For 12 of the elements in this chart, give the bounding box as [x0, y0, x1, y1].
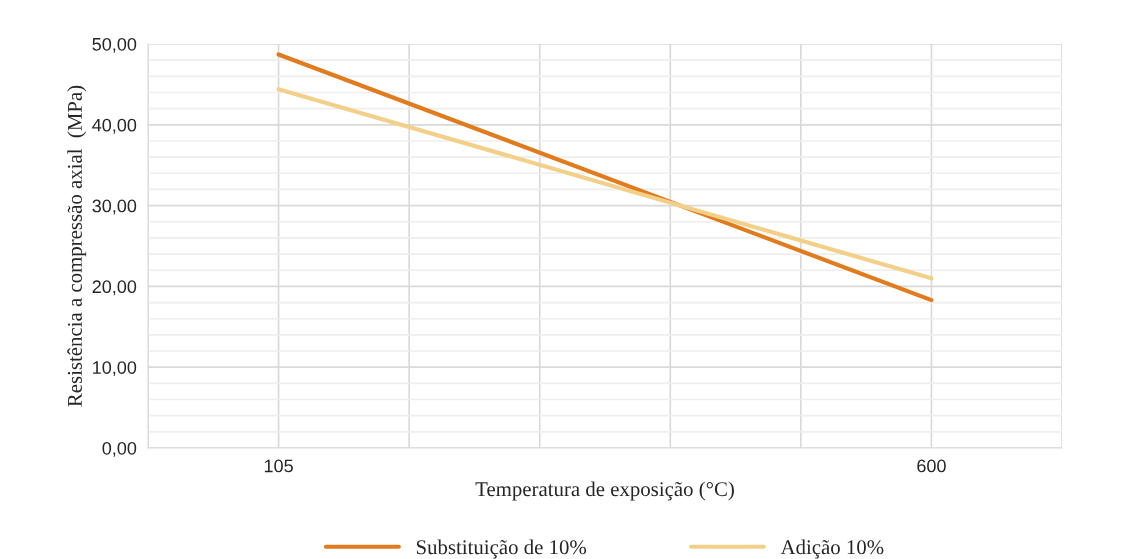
y-tick-label: 30,00 — [92, 199, 137, 215]
x-tick-label: 600 — [917, 459, 946, 473]
legend-label: Substituição de 10% — [416, 539, 587, 559]
legend-label: Adição 10% — [780, 539, 884, 559]
y-tick-label: 0,00 — [102, 441, 137, 457]
y-tick-label: 10,00 — [93, 361, 137, 377]
y-tick-label: 40,00 — [92, 118, 137, 134]
y-tick-label: 50,00 — [92, 37, 137, 53]
x-tick-label: 105 — [264, 459, 293, 473]
x-axis-title: Temperatura de exposição (°C) — [475, 481, 734, 501]
y-axis-title: Resistência a compressão axial (MPa) — [67, 85, 87, 407]
y-tick-label: 20,00 — [92, 280, 137, 296]
